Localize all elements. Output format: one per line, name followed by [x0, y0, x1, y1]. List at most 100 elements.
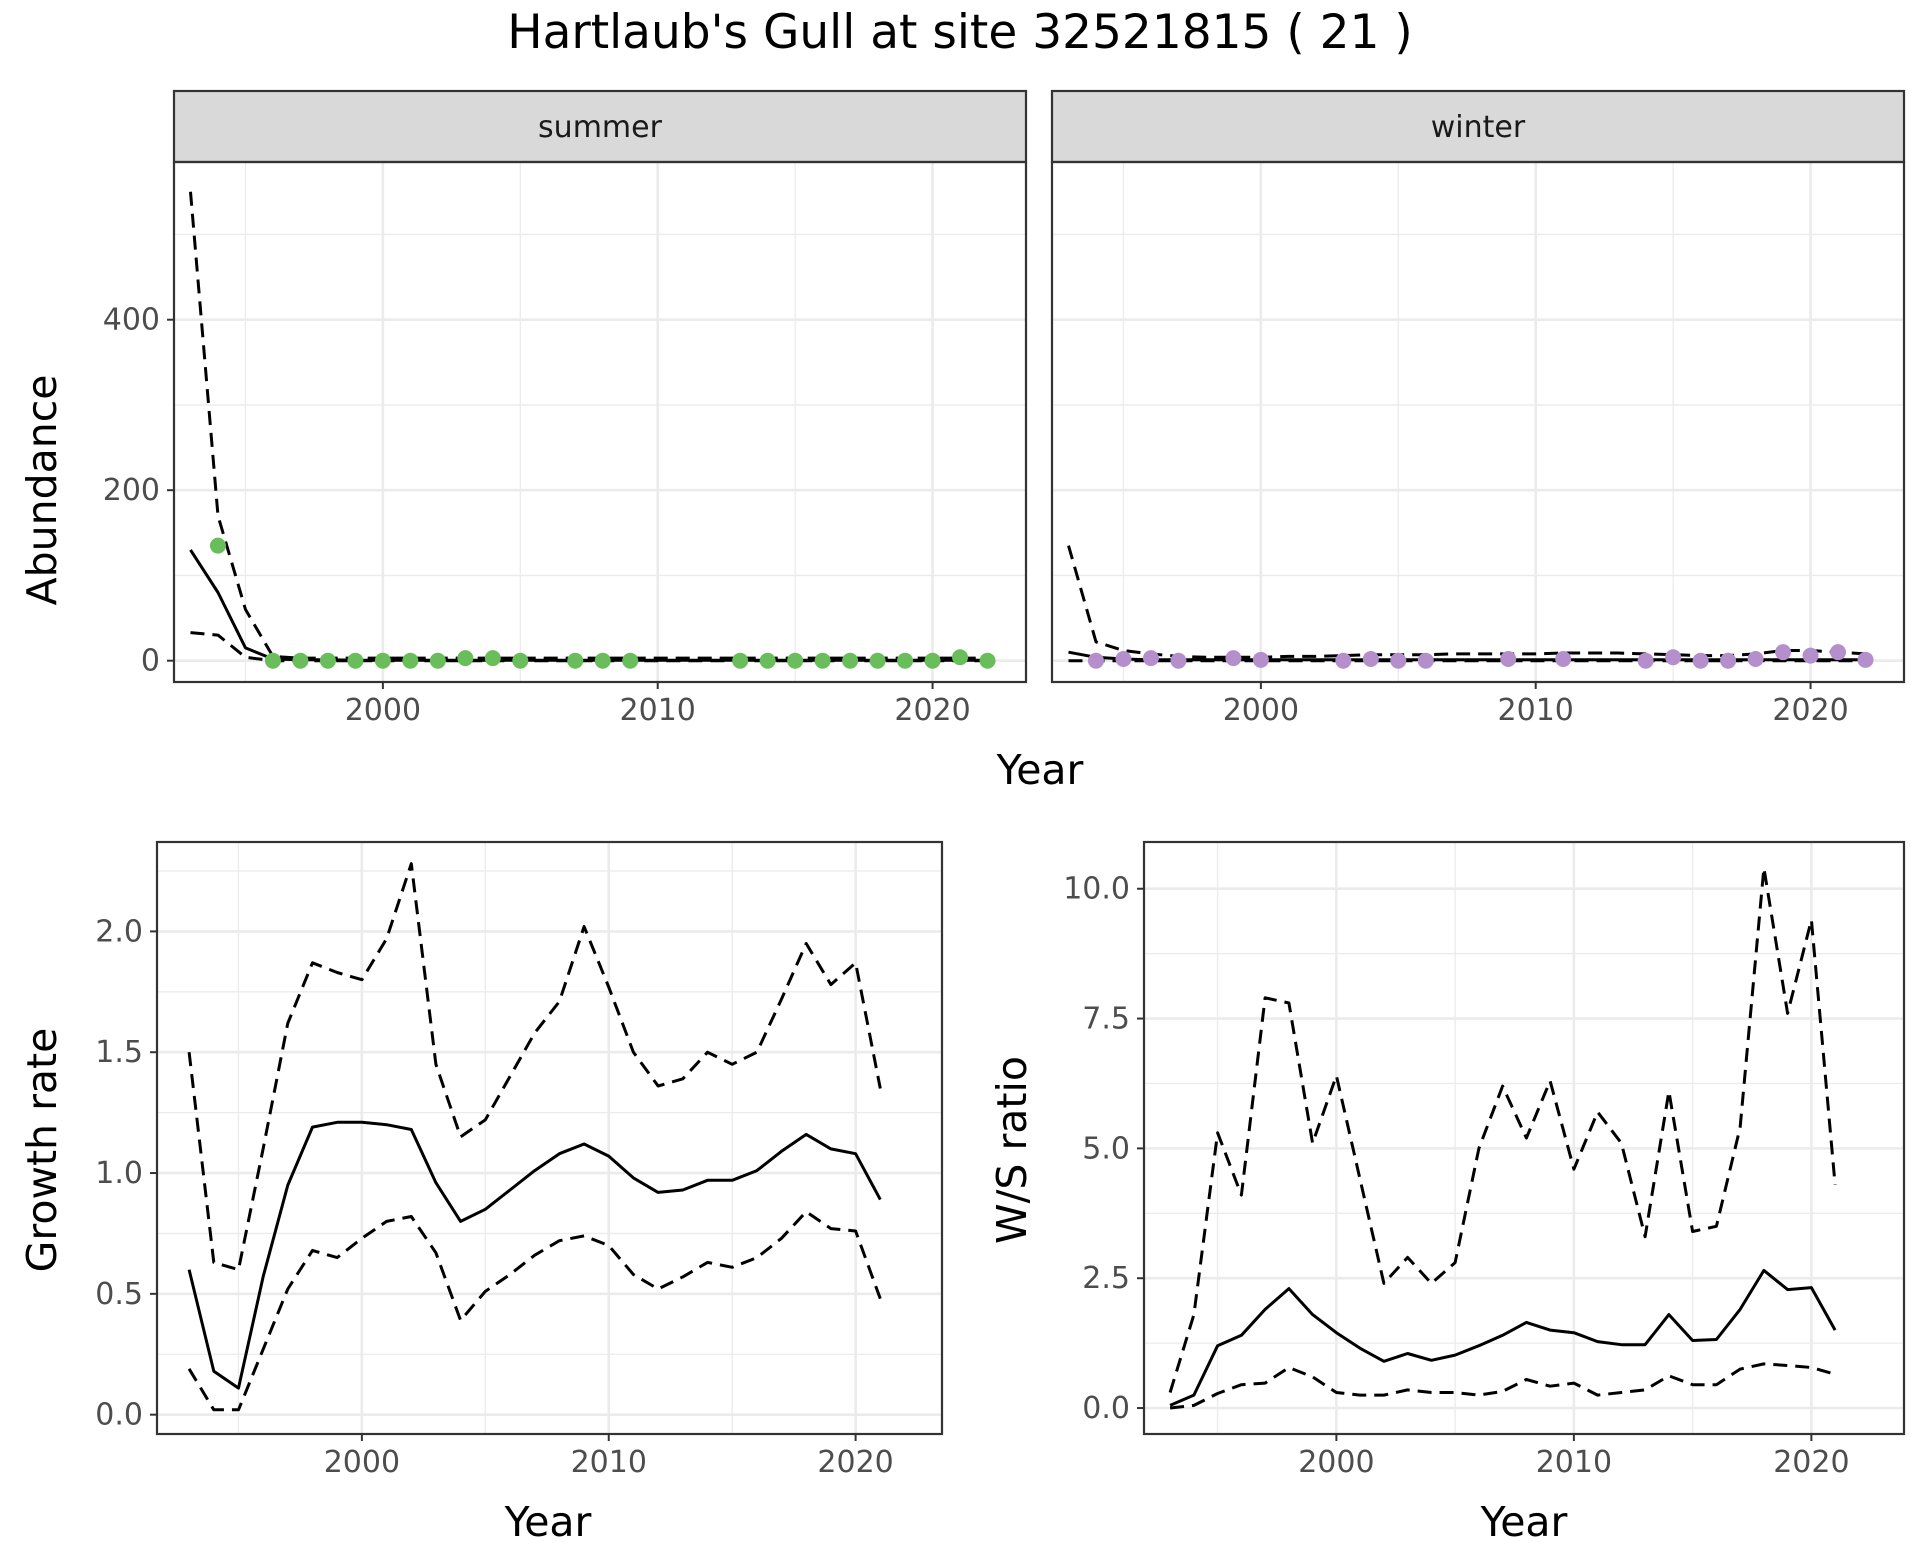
growth-y-tick-label: 2.0	[95, 914, 143, 949]
growth-y-tick-label: 1.0	[95, 1156, 143, 1191]
growth-x-tick-label: 2010	[571, 1445, 647, 1480]
abundance-summer-x-tick-label: 2010	[620, 693, 696, 728]
abundance-summer-observation-point	[924, 652, 941, 669]
ws-y-tick-label: 10.0	[1063, 872, 1130, 907]
abundance-summer-observation-point	[429, 652, 446, 669]
abundance-summer-observation-point	[979, 652, 996, 669]
abundance-winter-observation-point	[1665, 649, 1682, 666]
abundance-winter-observation-point	[1335, 652, 1352, 669]
growth-y-axis-title: Growth rate	[18, 1028, 66, 1273]
abundance-winter-observation-point	[1775, 644, 1792, 661]
growth-border	[155, 840, 944, 1436]
abundance-summer-observation-point	[759, 652, 776, 669]
abundance-winter-observation-point	[1500, 650, 1517, 667]
abundance-summer-observation-point	[209, 537, 226, 554]
chart-title: Hartlaub's Gull at site 32521815 ( 21 )	[507, 5, 1413, 60]
abundance-winter-observation-point	[1252, 651, 1269, 668]
abundance-winter-observation-point	[1637, 652, 1654, 669]
ws-x-axis-title: Year	[1480, 1498, 1568, 1546]
abundance-summer-observation-point	[814, 652, 831, 669]
abundance-summer-observation-point	[512, 652, 529, 669]
abundance-winter-strip	[1050, 89, 1906, 164]
ws-y-tick-label: 2.5	[1082, 1261, 1130, 1296]
abundance-summer-observation-point	[374, 652, 391, 669]
abundance-x-axis-title: Year	[996, 746, 1084, 794]
abundance-summer-observation-point	[484, 650, 501, 667]
abundance-summer-observation-point	[457, 650, 474, 667]
abundance-marks	[189, 191, 1874, 669]
abundance-y-axis-title: Abundance	[18, 375, 66, 606]
abundance-summer-observation-point	[732, 652, 749, 669]
ws-y-tick-label: 5.0	[1082, 1131, 1130, 1166]
ws-y-tick-label: 0.0	[1082, 1391, 1130, 1426]
growth-x-tick-label: 2020	[817, 1445, 893, 1480]
abundance-summer-observation-point	[622, 652, 639, 669]
abundance-winter-observation-point	[1225, 650, 1242, 667]
abundance-winter-observation-point	[1417, 652, 1434, 669]
abundance-summer-observation-point	[402, 652, 419, 669]
growth-y-tick-label: 0.5	[95, 1277, 143, 1312]
growth-estimate-line	[187, 1120, 882, 1390]
growth-lower-bound-line	[187, 1210, 882, 1412]
abundance-summer-y-tick-label: 200	[103, 473, 160, 508]
abundance-winter-observation-point	[1170, 652, 1187, 669]
abundance-summer-y-tick-label: 0	[141, 644, 160, 679]
abundance-winter-observation-point	[1830, 644, 1847, 661]
abundance-summer-observation-point	[869, 652, 886, 669]
abundance-winter-observation-point	[1555, 650, 1572, 667]
abundance-summer-observation-point	[594, 652, 611, 669]
abundance-winter-observation-point	[1802, 647, 1819, 664]
abundance-summer-observation-point	[292, 652, 309, 669]
growth-x-tick-label: 2000	[324, 1445, 400, 1480]
abundance-winter-x-tick-label: 2020	[1772, 693, 1848, 728]
abundance-grid	[174, 162, 1904, 682]
abundance-winter-observation-point	[1087, 652, 1104, 669]
growth-y-tick-label: 1.5	[95, 1035, 143, 1070]
abundance-summer-observation-point	[952, 649, 969, 666]
abundance-winter-observation-point	[1720, 652, 1737, 669]
growth-upper-bound-line	[187, 862, 882, 1272]
ws-lower-bound-line	[1169, 1362, 1836, 1410]
abundance-winter-strip-label: winter	[1431, 110, 1526, 145]
abundance-summer-border	[172, 160, 1028, 684]
abundance-winter-observation-point	[1362, 650, 1379, 667]
abundance-strips: summer winter	[172, 89, 1906, 164]
abundance-summer-observation-point	[347, 652, 364, 669]
ws-background	[1144, 842, 1904, 1434]
abundance-winter-observation-point	[1857, 651, 1874, 668]
abundance-winter-observation-point	[1747, 650, 1764, 667]
ws-upper-bound-line	[1168, 866, 1837, 1393]
abundance-winter-x-tick-label: 2000	[1223, 693, 1299, 728]
ws-x-tick-label: 2020	[1773, 1445, 1849, 1480]
abundance-summer-background	[174, 162, 1026, 682]
ws-x-tick-label: 2010	[1536, 1445, 1612, 1480]
abundance-winter-border	[1050, 160, 1906, 684]
abundance-summer-y-tick-label: 400	[103, 303, 160, 338]
ws-border	[1142, 840, 1906, 1436]
abundance-winter-observation-point	[1142, 650, 1159, 667]
abundance-winter-x-tick-label: 2010	[1498, 693, 1574, 728]
abundance-summer-x-tick-label: 2020	[894, 693, 970, 728]
abundance-summer-x-tick-label: 2000	[345, 693, 421, 728]
ws-estimate-line	[1169, 1268, 1837, 1407]
abundance-axes: 2000 2010 2020 0 200 400 2000 2010 2020	[103, 160, 1906, 728]
abundance-summer-strip-label: summer	[538, 110, 663, 145]
abundance-winter-observation-point	[1115, 650, 1132, 667]
abundance-winter-observation-point	[1390, 652, 1407, 669]
abundance-summer-strip	[172, 89, 1028, 164]
ws-y-axis-title: W/S ratio	[988, 1056, 1036, 1244]
ws-y-tick-label: 7.5	[1082, 1002, 1130, 1037]
ws-ratio-panel: 2000 2010 2020 0.0 2.5 5.0 7.5 10.0	[1063, 840, 1906, 1480]
ws-x-tick-label: 2000	[1298, 1445, 1374, 1480]
growth-y-tick-label: 0.0	[95, 1398, 143, 1433]
abundance-winter-background	[1052, 162, 1904, 682]
abundance-summer-observation-point	[787, 652, 804, 669]
abundance-summer-observation-point	[897, 652, 914, 669]
growth-x-axis-title: Year	[504, 1498, 592, 1546]
abundance-summer-observation-point	[567, 652, 584, 669]
abundance-winter-observation-point	[1692, 652, 1709, 669]
growth-rate-panel: 2000 2010 2020 0.0 0.5 1.0 1.5 2.0	[95, 840, 944, 1480]
abundance-summer-observation-point	[319, 652, 336, 669]
abundance-summer-observation-point	[264, 652, 281, 669]
